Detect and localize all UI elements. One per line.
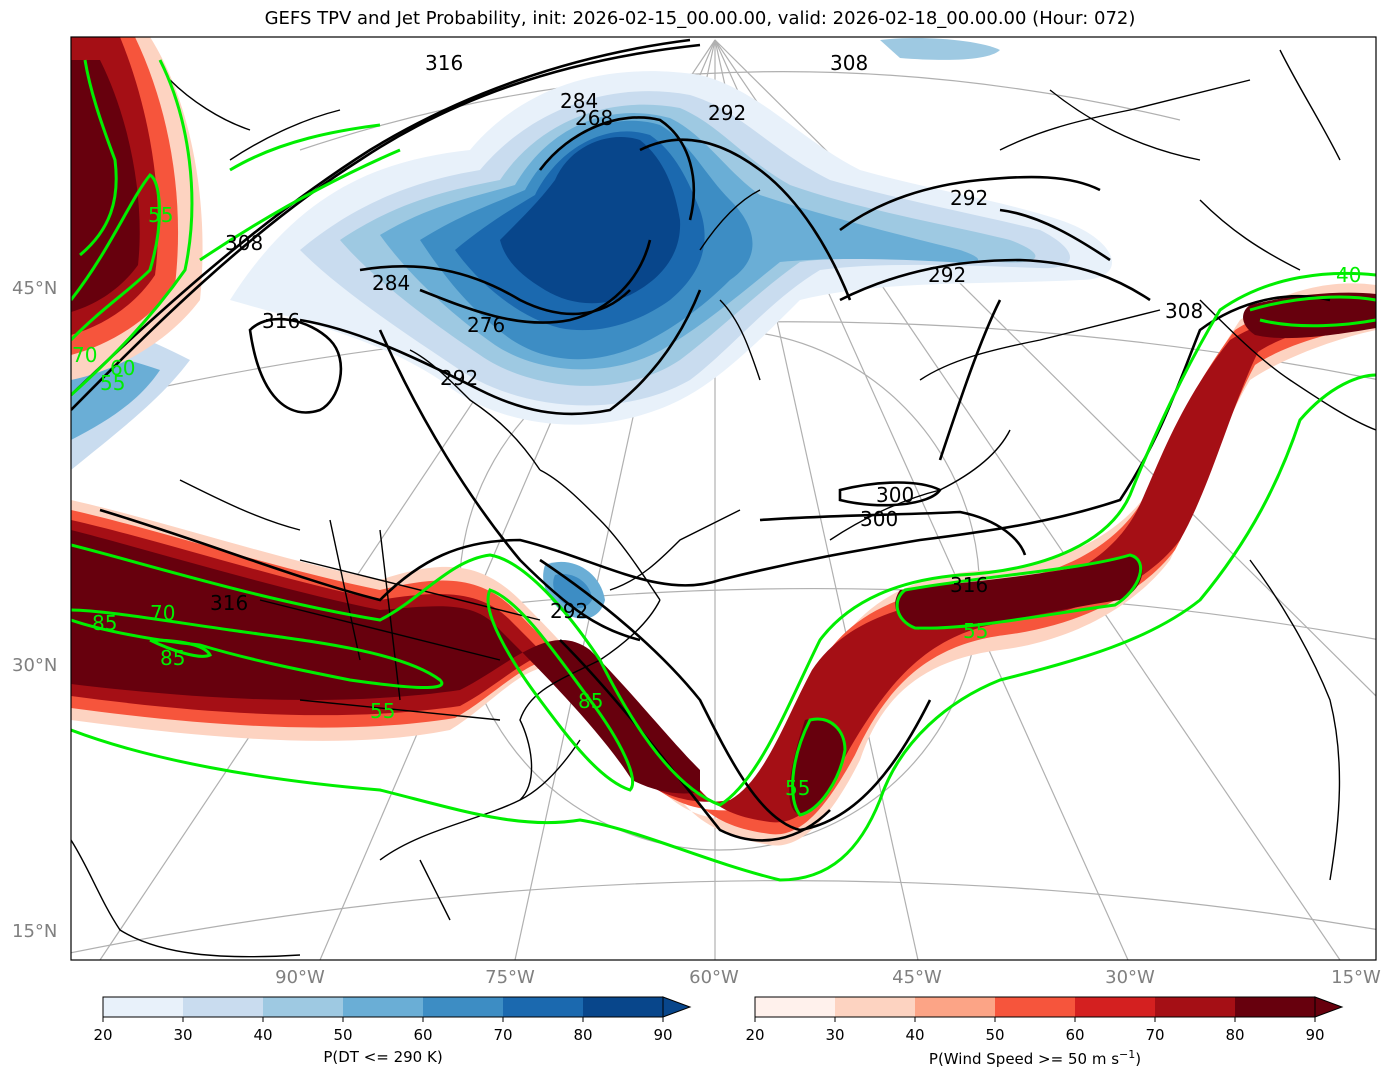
colorbar-tpv-tick-label: 90 — [653, 1026, 672, 1044]
theta-label: 276 — [467, 313, 505, 337]
theta-label: 308 — [830, 51, 868, 75]
jet-label: 55 — [148, 203, 173, 227]
jet-probability-shading — [71, 37, 1376, 846]
jet-label: 40 — [1336, 263, 1361, 287]
colorbar-jet-swatch — [755, 997, 836, 1017]
theta-label: 292 — [928, 263, 966, 287]
colorbar-tpv-tick-label: 30 — [173, 1026, 192, 1044]
lon-label: 30°W — [1105, 967, 1155, 988]
theta-label: 292 — [708, 101, 746, 125]
colorbar-jet-swatch — [1155, 997, 1236, 1017]
latitude-labels: 45°N 30°N 15°N — [12, 278, 57, 942]
lon-label: 15°W — [1331, 967, 1381, 988]
theta-label: 300 — [876, 483, 914, 507]
theta-label: 316 — [950, 573, 988, 597]
lon-label: 45°W — [892, 967, 942, 988]
map-frame — [70, 36, 1377, 961]
jet-label: 55 — [963, 619, 988, 643]
map-title: GEFS TPV and Jet Probability, init: 2026… — [264, 8, 1136, 29]
colorbar-jet-swatch — [1075, 997, 1156, 1017]
jet-label: 55 — [100, 371, 125, 395]
colorbar-jet-tick-label: 70 — [1145, 1026, 1164, 1044]
colorbar-tpv-tick-label: 20 — [93, 1026, 112, 1044]
theta-label: 308 — [225, 231, 263, 255]
jet-contour-labels: 55 70 60 70 85 85 55 85 55 55 55 40 — [72, 203, 1361, 800]
colorbar-tpv-swatch — [583, 997, 664, 1017]
jet-label: 70 — [72, 343, 97, 367]
theta-label: 292 — [950, 186, 988, 210]
lat-label: 15°N — [12, 921, 57, 942]
theta-label: 284 — [560, 89, 598, 113]
theta-label: 292 — [550, 599, 588, 623]
theta-label: 316 — [425, 51, 463, 75]
colorbar-tpv-tick-label: 50 — [333, 1026, 352, 1044]
theta-contours — [71, 38, 1331, 842]
colorbar-tpv-swatch — [343, 997, 424, 1017]
lon-label: 90°W — [275, 967, 325, 988]
theta-label: 308 — [1165, 299, 1203, 323]
colorbar-jet-swatch — [995, 997, 1076, 1017]
colorbar-tpv-swatch — [423, 997, 504, 1017]
jet-label: 55 — [785, 776, 810, 800]
lat-label: 45°N — [12, 278, 57, 299]
colorbar-jet-tick-label: 90 — [1305, 1026, 1324, 1044]
colorbar-jet-swatch — [1235, 997, 1316, 1017]
colorbar-tpv-swatch — [183, 997, 264, 1017]
theta-label: 300 — [860, 507, 898, 531]
jet-label: 85 — [92, 611, 117, 635]
lon-label: 75°W — [485, 967, 535, 988]
colorbar-jet-tick-label: 40 — [905, 1026, 924, 1044]
colorbar-tpv-swatch — [103, 997, 184, 1017]
lon-label: 60°W — [689, 967, 739, 988]
colorbar-jet-tick-label: 50 — [985, 1026, 1004, 1044]
colorbar-tpv-label: P(DT <= 290 K) — [323, 1048, 442, 1066]
colorbar-tpv-swatch — [503, 997, 584, 1017]
theta-label: 284 — [372, 271, 410, 295]
colorbar-jet-swatch — [915, 997, 996, 1017]
colorbar-tpv-tick-label: 80 — [573, 1026, 592, 1044]
colorbar-tpv: 20 30 40 50 60 70 80 90 P(DT <= 290 K) — [93, 996, 692, 1066]
theta-label: 316 — [210, 591, 248, 615]
colorbar-jet-tick-label: 30 — [825, 1026, 844, 1044]
colorbar-tpv-swatch — [263, 997, 344, 1017]
longitude-labels: 90°W 75°W 60°W 45°W 30°W 15°W — [275, 967, 1381, 988]
jet-label: 70 — [150, 601, 175, 625]
jet-label: 60 — [110, 356, 135, 380]
jet-label: 85 — [160, 646, 185, 670]
theta-label: 316 — [262, 309, 300, 333]
colorbar-tpv-tick-label: 40 — [253, 1026, 272, 1044]
colorbar-jet-tick-label: 20 — [745, 1026, 764, 1044]
colorbar-jet-tick-label: 60 — [1065, 1026, 1084, 1044]
theta-label: 268 — [575, 106, 613, 130]
jet-label: 85 — [578, 689, 603, 713]
theta-contour-labels: 284 276 292 268 284 292 292 292 308 316 … — [210, 51, 1203, 623]
colorbar-jet-label: P(Wind Speed >= 50 m s−1) — [929, 1048, 1141, 1069]
jet-label: 55 — [370, 699, 395, 723]
theta-label: 292 — [440, 366, 478, 390]
jet-contours — [71, 59, 1376, 882]
colorbar-jet: 20 30 40 50 60 70 80 90 P(Wind Speed >= 50 m s−… — [745, 996, 1344, 1069]
map-panel: 284 276 292 268 284 292 292 292 308 316 … — [71, 37, 1376, 960]
colorbar-tpv-tick-label: 70 — [493, 1026, 512, 1044]
colorbar-jet-swatch — [835, 997, 916, 1017]
colorbar-jet-tick-label: 80 — [1225, 1026, 1244, 1044]
colorbar-tpv-tick-label: 60 — [413, 1026, 432, 1044]
lat-label: 30°N — [12, 655, 57, 676]
